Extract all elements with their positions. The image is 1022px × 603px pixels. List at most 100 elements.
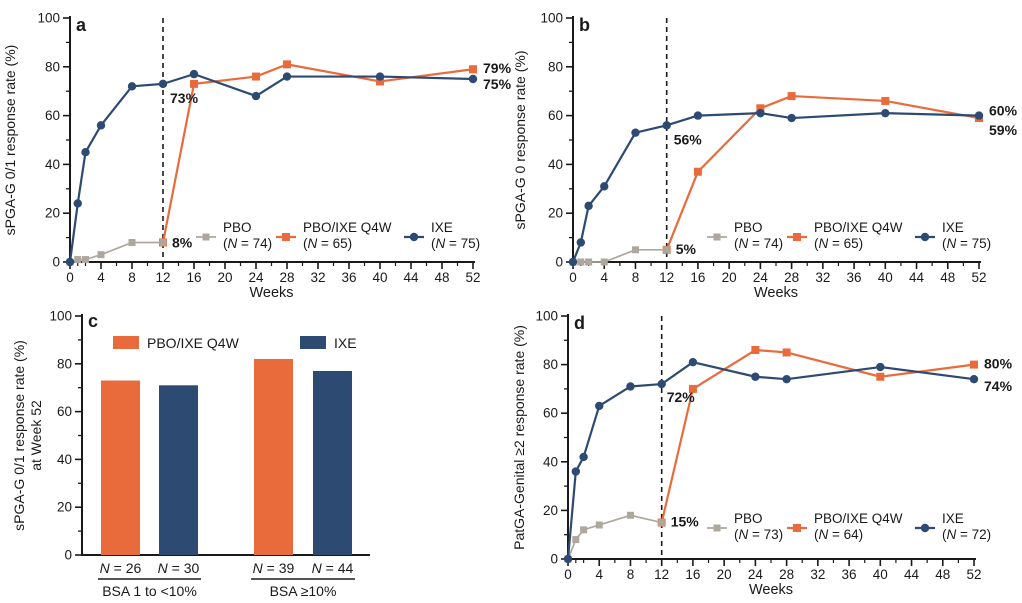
marker-circle bbox=[375, 72, 385, 81]
legend-series-name: IXE bbox=[334, 335, 357, 351]
y-axis-title: sPGA-G 0 response rate (%) bbox=[512, 51, 528, 230]
y-tick-label: 20 bbox=[543, 503, 558, 518]
marker-square bbox=[970, 360, 978, 369]
marker-square bbox=[793, 233, 801, 241]
y-tick-label: 100 bbox=[37, 11, 60, 26]
legend-series-name: PBO/IXE Q4W bbox=[814, 220, 903, 235]
bar-pbo_ixe bbox=[101, 380, 140, 555]
marker-square bbox=[572, 536, 580, 544]
marker-square bbox=[74, 256, 82, 264]
marker-square bbox=[881, 96, 890, 105]
x-tick-label: 12 bbox=[659, 270, 674, 285]
marker-circle bbox=[631, 128, 640, 137]
x-tick-label: 32 bbox=[310, 270, 325, 285]
y-tick-label: 0 bbox=[52, 255, 60, 270]
legend-series-name: IXE bbox=[942, 511, 964, 526]
marker-circle bbox=[969, 374, 979, 384]
x-tick-label: 52 bbox=[971, 270, 986, 285]
legend-item-pbo_ixe: PBO/IXE Q4W bbox=[113, 335, 240, 351]
x-tick-label: 12 bbox=[654, 567, 669, 582]
annotation-73: 73% bbox=[170, 90, 199, 106]
y-tick-label: 0 bbox=[555, 255, 563, 270]
y-tick-label: 40 bbox=[45, 157, 60, 172]
x-tick-label: 24 bbox=[753, 270, 769, 285]
bar-n-label: N = 30 bbox=[158, 560, 200, 576]
bar-n-label: N = 44 bbox=[312, 560, 354, 576]
legend-series-name: PBO bbox=[223, 220, 252, 235]
y-tick-label: 80 bbox=[543, 357, 558, 372]
marker-square bbox=[876, 372, 885, 381]
y-tick-label: 40 bbox=[57, 452, 72, 467]
y-tick-label: 20 bbox=[45, 206, 60, 221]
marker-circle bbox=[693, 111, 703, 120]
marker-square bbox=[190, 79, 198, 88]
marker-circle bbox=[787, 113, 796, 123]
y-tick-label: 0 bbox=[550, 552, 558, 567]
y-axis-title-line2: at Week 52 bbox=[28, 400, 44, 471]
marker-circle bbox=[876, 362, 885, 372]
marker-circle bbox=[756, 108, 765, 118]
y-axis-title: PatGA-Genital ≥2 response rate (%) bbox=[511, 325, 527, 550]
bar-ixe bbox=[313, 370, 352, 555]
legend-series-name: IXE bbox=[942, 220, 964, 235]
marker-square bbox=[159, 238, 167, 246]
x-tick-label: 28 bbox=[779, 567, 794, 582]
marker-square bbox=[283, 60, 291, 69]
panel-c-chart: 0 20 40 60 80 100 c sPGA-G 0/1 response rate (%… bbox=[11, 309, 370, 599]
x-tick-label: 24 bbox=[748, 567, 764, 582]
legend-series-n: (N = 64) bbox=[814, 527, 863, 542]
legend-item-pbo: PBO(N = 74) bbox=[707, 220, 783, 251]
annotation-56: 56% bbox=[674, 131, 703, 147]
legend-item-pbo: PBO(N = 74) bbox=[196, 220, 272, 251]
x-tick-label: 28 bbox=[784, 270, 799, 285]
bar-n-label: N = 26 bbox=[100, 560, 142, 576]
y-tick-label: 20 bbox=[57, 500, 72, 515]
panel-letter: c bbox=[88, 311, 98, 331]
series-line-pbo_ixe bbox=[161, 63, 474, 243]
legend-series-n: (N = 74) bbox=[223, 236, 272, 251]
x-tick-label: 36 bbox=[842, 567, 857, 582]
y-tick-label: 100 bbox=[49, 309, 72, 324]
legend-item-ixe: IXE bbox=[300, 335, 357, 351]
marker-circle bbox=[657, 379, 666, 389]
x-tick-label: 48 bbox=[935, 567, 950, 582]
marker-square bbox=[82, 256, 89, 264]
marker-square bbox=[97, 251, 105, 259]
x-tick-label: 16 bbox=[685, 567, 700, 582]
marker-square bbox=[580, 526, 588, 534]
x-tick-label: 4 bbox=[595, 567, 603, 582]
marker-square bbox=[282, 233, 290, 241]
group-label: BSA ≥10% bbox=[270, 583, 337, 599]
annotation-74: 74% bbox=[984, 378, 1013, 394]
marker-square bbox=[782, 348, 791, 357]
y-tick-label: 20 bbox=[548, 206, 563, 221]
legend-series-n: (N = 65) bbox=[303, 236, 352, 251]
marker-square bbox=[202, 233, 210, 241]
y-tick-label: 60 bbox=[57, 404, 72, 419]
panel-letter: a bbox=[76, 15, 87, 35]
x-tick-label: 32 bbox=[815, 270, 830, 285]
marker-circle bbox=[81, 148, 90, 157]
marker-square bbox=[577, 258, 585, 266]
annotation-5: 5% bbox=[676, 241, 697, 257]
x-tick-label: 4 bbox=[600, 270, 608, 285]
series-line-pbo_ixe bbox=[665, 94, 980, 251]
marker-circle bbox=[158, 79, 168, 89]
marker-square bbox=[713, 524, 721, 532]
legend-series-name: PBO/IXE Q4W bbox=[303, 220, 392, 235]
marker-square bbox=[756, 104, 765, 113]
legend-series-name: PBO bbox=[734, 511, 763, 526]
marker-circle bbox=[974, 111, 984, 120]
legend-swatch bbox=[113, 336, 139, 349]
x-tick-label: 48 bbox=[940, 270, 955, 285]
x-tick-label: 44 bbox=[909, 270, 925, 285]
marker-square bbox=[600, 258, 608, 266]
bar-pbo_ixe bbox=[254, 359, 293, 555]
x-tick-label: 20 bbox=[217, 270, 232, 285]
x-tick-label: 0 bbox=[569, 270, 577, 285]
marker-circle bbox=[595, 401, 604, 411]
x-tick-label: 40 bbox=[372, 270, 387, 285]
x-tick-label: 20 bbox=[722, 270, 737, 285]
